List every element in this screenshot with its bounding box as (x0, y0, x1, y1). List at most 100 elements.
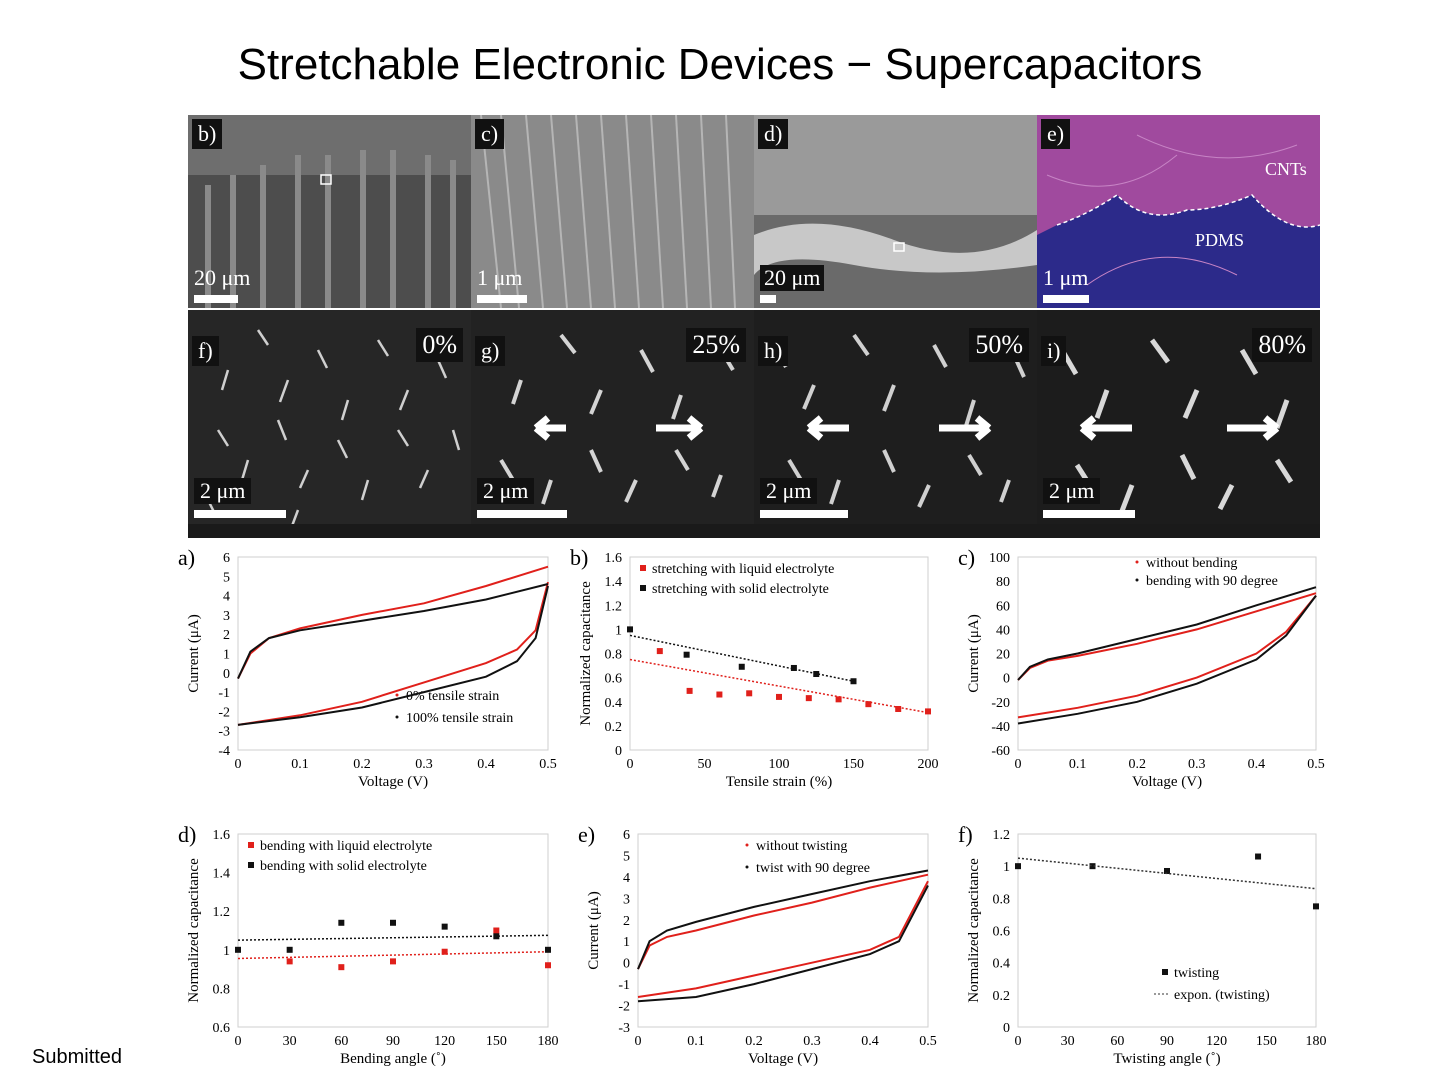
y-tick-label: 20 (996, 648, 1010, 663)
y-tick-label: 1.6 (605, 551, 623, 566)
y-tick-label: 2 (223, 628, 230, 643)
x-axis-label: Voltage (V) (1132, 774, 1202, 790)
x-tick-label: 0.1 (1069, 757, 1087, 772)
chart-canvas: 0 0.1 0.2 0.3 0.4 0.5 -4 -3 -2 -1 0 1 2 3 4 5 6 Voltage (… (186, 551, 557, 790)
y-tick-label: 6 (623, 828, 630, 843)
series-2-upper-curve (237, 583, 549, 680)
data-point (1313, 903, 1319, 910)
legend-label: without twisting (756, 839, 847, 854)
y-tick-label: 1 (223, 648, 230, 663)
y-tick-label: -4 (218, 744, 230, 759)
legend-marker (395, 693, 399, 697)
scale-label: 2 μm (194, 478, 252, 504)
data-point (1015, 863, 1021, 870)
panel-label: h) (758, 336, 789, 366)
series-1-trendline (237, 950, 549, 960)
y-tick-label: 0.4 (993, 957, 1011, 972)
x-tick-label: 60 (1110, 1034, 1124, 1049)
chart-panel-label: b) (570, 545, 589, 570)
panel-label: b) (192, 119, 223, 149)
legend-marker (640, 585, 646, 591)
data-point (338, 919, 345, 926)
x-tick-label: 0.3 (1188, 757, 1206, 772)
data-point (286, 946, 293, 953)
series-1-lower-curve (1017, 594, 1317, 719)
y-tick-label: 0.8 (993, 892, 1011, 907)
sem-image-f: f) 0% 2 μm (188, 310, 471, 538)
scale-label: 2 μm (477, 478, 535, 504)
series-1-trendline (629, 658, 929, 714)
x-tick-label: 0.3 (803, 1034, 821, 1049)
legend-label: bending with liquid electrolyte (260, 839, 432, 854)
plot-frame (629, 556, 929, 751)
sem-image-b: b) 20 μm (188, 115, 471, 308)
x-tick-label: 150 (843, 757, 864, 772)
x-tick-label: 180 (1306, 1034, 1327, 1049)
x-tick-label: 0.4 (477, 757, 495, 772)
y-axis-label: Current (μA) (186, 614, 202, 692)
panel-label: g) (475, 336, 506, 366)
y-tick-label: 1.4 (213, 867, 231, 882)
y-tick-label: 2 (623, 914, 630, 929)
data-point (813, 671, 820, 678)
y-tick-label: 0 (223, 667, 230, 682)
y-tick-label: 0 (623, 957, 630, 972)
y-tick-label: 0.2 (993, 989, 1011, 1004)
legend-label: stretching with solid electrolyte (652, 582, 829, 597)
legend-marker (745, 843, 749, 847)
x-tick-label: 0 (1015, 757, 1022, 772)
cnt-annotation: CNTs (1265, 159, 1307, 179)
panel-label: i) (1041, 336, 1067, 366)
y-tick-label: 1.4 (605, 575, 623, 590)
data-point (790, 664, 797, 671)
y-tick-label: 3 (223, 609, 230, 624)
data-point (683, 651, 690, 658)
legend-label: 100% tensile strain (406, 711, 513, 726)
chart-f: f) 0 30 60 90 120 150 180 0 0.2 0.4 0.6 0.8 1 1.2 Twis… (958, 822, 1328, 1072)
x-tick-label: 90 (1160, 1034, 1174, 1049)
y-tick-label: 6 (223, 551, 230, 566)
legend-label: bending with 90 degree (1146, 574, 1278, 589)
y-tick-label: 0 (1003, 1021, 1010, 1036)
x-tick-label: 0.5 (1307, 757, 1325, 772)
scale-bar (194, 295, 238, 303)
y-tick-label: 1 (1003, 860, 1010, 875)
x-tick-label: 30 (283, 1034, 297, 1049)
data-point (441, 923, 448, 930)
sem-image-h: h) 50% 2 μm (754, 310, 1037, 538)
data-point (895, 705, 902, 712)
sem-image-i: i) 80% 2 μm (1037, 310, 1320, 538)
footer-text: Submitted (32, 1046, 123, 1068)
x-tick-label: 0.1 (291, 757, 309, 772)
strain-label: 80% (1252, 328, 1312, 362)
x-tick-label: 120 (1206, 1034, 1227, 1049)
sem-image-d: d) 20 μm (754, 115, 1037, 308)
y-tick-label: 0 (1003, 672, 1010, 687)
y-tick-label: 1 (223, 944, 230, 959)
series-2-upper-curve (1017, 586, 1317, 681)
panel-label: e) (1041, 119, 1071, 149)
data-point (686, 687, 693, 694)
plot-frame (1017, 833, 1317, 1028)
x-axis-label: Twisting angle (˚) (1113, 1051, 1220, 1067)
scale-label: 20 μm (760, 265, 825, 291)
data-point (1089, 863, 1096, 870)
series-2-lower-curve (237, 585, 549, 726)
plot-frame (237, 833, 549, 1028)
chart-panel-label: c) (958, 545, 976, 570)
plot-frame (637, 833, 929, 1028)
x-axis-label: Voltage (V) (358, 774, 428, 790)
data-point (805, 695, 812, 702)
x-axis-label: Bending angle (˚) (340, 1051, 446, 1067)
scale-bar (1043, 295, 1089, 303)
y-tick-label: 3 (623, 892, 630, 907)
y-tick-label: 1 (623, 935, 630, 950)
legend-label: expon. (twisting) (1174, 988, 1270, 1003)
x-tick-label: 0.5 (919, 1034, 937, 1049)
y-tick-label: 5 (623, 849, 630, 864)
x-tick-label: 0 (1015, 1034, 1022, 1049)
y-tick-label: -40 (991, 720, 1010, 735)
y-axis-label: Current (μA) (966, 614, 982, 692)
legend-marker (1135, 560, 1139, 564)
chart-canvas: 0 30 60 90 120 150 180 0.6 0.8 1 1.2 1.4 1.6 Bending … (186, 828, 559, 1067)
